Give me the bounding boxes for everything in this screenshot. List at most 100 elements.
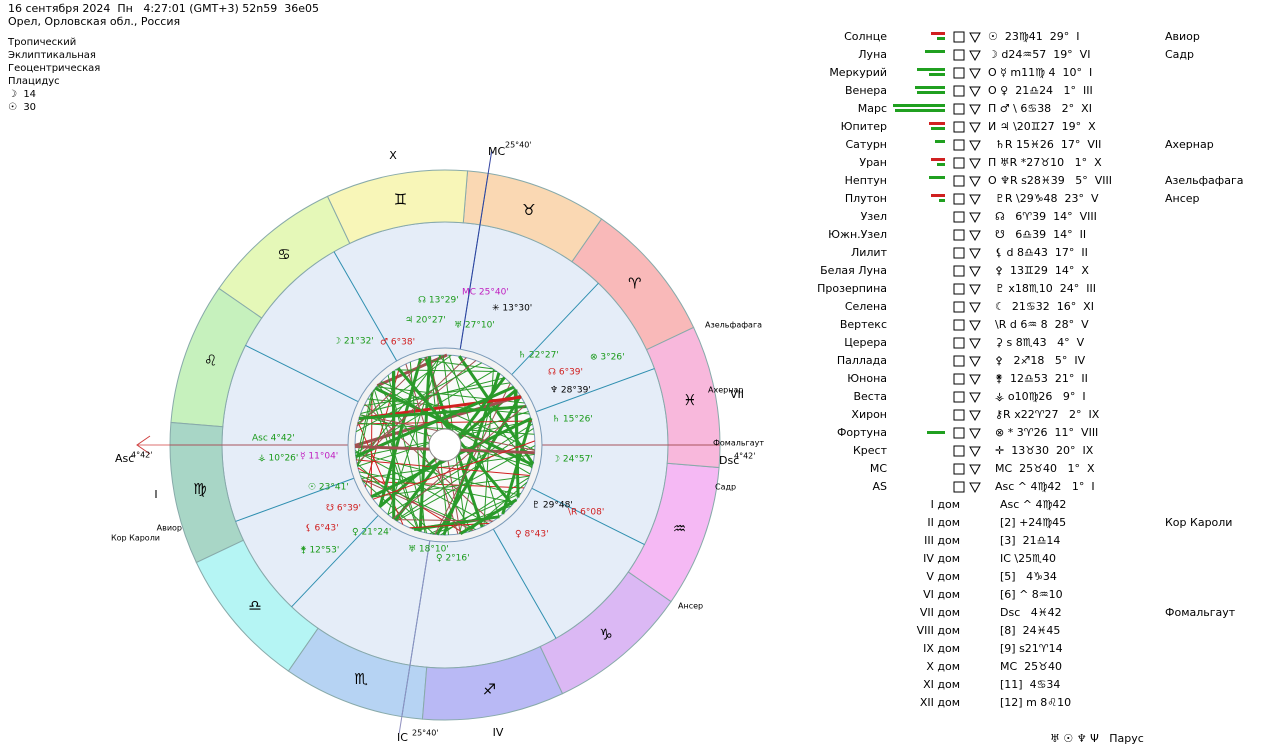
aspect-line bbox=[372, 440, 536, 500]
house-position: [9] s21♈14 bbox=[1000, 642, 1063, 655]
aspect-box bbox=[953, 265, 965, 277]
strength-bar bbox=[915, 86, 945, 89]
aspect-line bbox=[418, 356, 432, 532]
planet-name: Белая Луна bbox=[820, 264, 887, 277]
planet-label: ♂ 6°38' bbox=[380, 338, 415, 348]
aspect-line bbox=[364, 382, 511, 407]
star-label: Ансер bbox=[678, 602, 703, 611]
planet-label: \R 6°08' bbox=[568, 508, 604, 518]
house-numeral: VII bbox=[730, 388, 744, 401]
star-label: Садр bbox=[715, 483, 736, 492]
strength-bar bbox=[929, 176, 945, 179]
planet-position: ⊗ * 3♈26 11° VIII bbox=[988, 426, 1098, 439]
aspect-triangle bbox=[969, 104, 981, 116]
planet-position: ⚶ o10♍26 9° I bbox=[988, 390, 1086, 403]
aspect-triangle bbox=[969, 284, 981, 296]
planet-name: Юнона bbox=[847, 372, 887, 385]
planet-name: Меркурий bbox=[829, 66, 887, 79]
aspect-triangle bbox=[969, 464, 981, 476]
house-name: IX дом bbox=[923, 642, 960, 655]
house-position: [6] ^ 8♒10 bbox=[1000, 588, 1063, 601]
planet-position: ⚳ s 8♏43 4° V bbox=[988, 336, 1085, 349]
planet-label: ♅ 27°10' bbox=[454, 321, 495, 331]
strength-bar bbox=[937, 163, 945, 166]
aspect-line bbox=[378, 384, 531, 475]
star-note: Садр bbox=[1165, 48, 1194, 61]
aspect-triangle bbox=[969, 86, 981, 98]
header-line: 16 сентября 2024 Пн 4:27:01 (GMT+3) 52n5… bbox=[8, 2, 319, 15]
planet-position: O ♆R s28♓39 5° VIII bbox=[988, 174, 1112, 187]
planet-label: ✳ 13°30' bbox=[492, 304, 532, 314]
planet-label: ☽ 24°57' bbox=[552, 455, 593, 465]
planet-name: Луна bbox=[858, 48, 887, 61]
sign-glyph: ♒ bbox=[673, 519, 686, 537]
aspect-triangle bbox=[969, 50, 981, 62]
star-note: Ансер bbox=[1165, 192, 1200, 205]
aspect-line bbox=[459, 498, 518, 535]
strength-bar bbox=[895, 109, 945, 112]
aspect-line bbox=[513, 387, 519, 498]
house-cusp bbox=[529, 368, 655, 415]
sign-sector bbox=[645, 326, 721, 469]
aspect-line bbox=[357, 390, 375, 467]
strength-bar bbox=[931, 32, 945, 35]
planet-position: ☉ 23♍41 29° I bbox=[988, 30, 1079, 43]
strength-bar bbox=[917, 91, 945, 94]
planet-position: ⚵ 12♎53 21° II bbox=[988, 372, 1088, 385]
planet-label: ♀ 2°16' bbox=[436, 554, 470, 564]
planet-name: Уран bbox=[859, 156, 887, 169]
planet-name: Южн.Узел bbox=[828, 228, 887, 241]
planet-name: MC bbox=[870, 462, 887, 475]
planet-label: ☉ 23°41' bbox=[308, 483, 349, 493]
planet-label: ♃ 20°27' bbox=[405, 316, 446, 326]
planet-name: Селена bbox=[845, 300, 887, 313]
aspect-triangle bbox=[969, 122, 981, 134]
planet-name: Солнце bbox=[844, 30, 887, 43]
aspect-box bbox=[953, 85, 965, 97]
mc-axis bbox=[458, 150, 493, 357]
house-position: Asc ^ 4♍42 bbox=[1000, 498, 1066, 511]
star-label: Кор Кароли bbox=[111, 534, 160, 543]
planet-name: Марс bbox=[858, 102, 887, 115]
aspect-box bbox=[953, 247, 965, 259]
planet-position: ✛ 13♉30 20° IX bbox=[988, 444, 1094, 457]
strength-bar bbox=[931, 194, 945, 197]
planet-position: И ♃ \20♊27 19° X bbox=[988, 120, 1096, 133]
strength-bar bbox=[925, 50, 945, 53]
aspect-triangle bbox=[969, 230, 981, 242]
house-cusp bbox=[525, 484, 645, 546]
aspect-line bbox=[394, 519, 494, 522]
aspect-triangle bbox=[969, 392, 981, 404]
star-label: Авиор bbox=[157, 524, 182, 533]
house-numeral: I bbox=[154, 488, 157, 501]
planet-label: MC 25°40' bbox=[462, 288, 509, 298]
aspect-triangle bbox=[969, 248, 981, 260]
planet-name: Сатурн bbox=[845, 138, 887, 151]
aspect-triangle bbox=[969, 176, 981, 188]
house-name: X дом bbox=[926, 660, 960, 673]
planet-name: AS bbox=[872, 480, 887, 493]
planet-position: ☋ 6♎39 14° II bbox=[988, 228, 1086, 241]
aspect-box bbox=[953, 31, 965, 43]
header-line: Орел, Орловская обл., Россия bbox=[8, 15, 180, 28]
sign-glyph: ♑ bbox=[599, 625, 612, 643]
planet-label: ♅ 18°10' bbox=[408, 545, 449, 555]
aspect-box bbox=[953, 283, 965, 295]
strength-bar bbox=[931, 158, 945, 161]
planet-label: ♆ 28°39' bbox=[550, 386, 591, 396]
aspect-line bbox=[378, 357, 423, 508]
house-position: [12] m 8♌10 bbox=[1000, 696, 1071, 709]
aspect-box bbox=[953, 193, 965, 205]
aspect-triangle bbox=[969, 194, 981, 206]
aspect-box bbox=[953, 157, 965, 169]
planet-name: Плутон bbox=[845, 192, 887, 205]
sign-glyph: ♎ bbox=[248, 597, 261, 615]
aspect-triangle bbox=[969, 32, 981, 44]
planet-label: ☊ 13°29' bbox=[418, 296, 459, 306]
planet-position: \R d 6♒ 8 28° V bbox=[988, 318, 1089, 331]
planet-label: ⊗ 3°26' bbox=[590, 353, 625, 363]
strength-bar bbox=[893, 104, 945, 107]
aspect-line bbox=[387, 354, 441, 515]
